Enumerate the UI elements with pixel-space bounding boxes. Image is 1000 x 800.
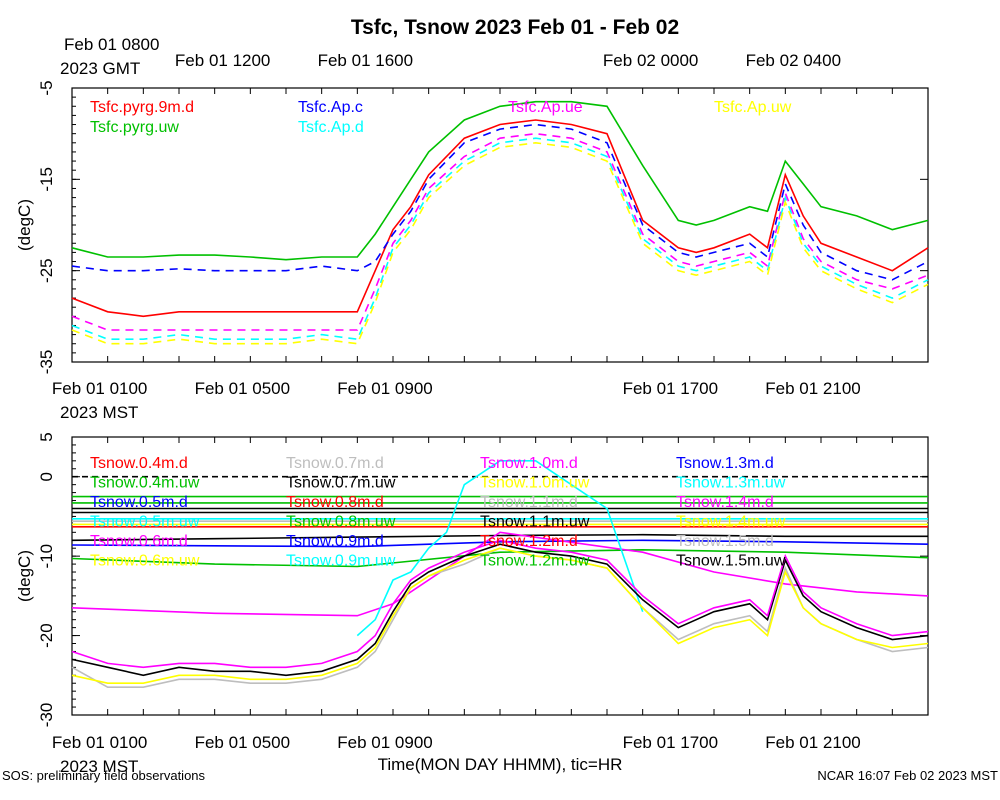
x-tick-label: Feb 01 0500 (195, 733, 290, 752)
legend-entry: Tsnow.0.8m.uw (286, 514, 396, 531)
mid-tz-label: 2023 MST (60, 403, 138, 422)
y-tick-label: -15 (37, 167, 56, 192)
bottom-tz-label: 2023 MST (60, 757, 138, 776)
top-tz-label: 2023 GMT (60, 59, 140, 78)
legend-entry: Tsnow.0.5m.d (90, 494, 188, 511)
legend-entry: Tsnow.1.1m.d (480, 494, 578, 511)
top-gmt-axis: Feb 01 0800 Feb 01 1200 Feb 01 1600 Feb 02 … (64, 35, 841, 70)
x-tick-label: Feb 01 1600 (318, 51, 413, 70)
legend-entry: Tsnow.0.6m.uw (90, 553, 200, 570)
legend-entry: Tsnow.0.4m.uw (90, 475, 200, 492)
x-tick-label: Feb 01 0900 (337, 379, 432, 398)
series-line (71, 531, 929, 617)
footer-left: SOS: preliminary field observations (2, 768, 206, 783)
legend-entry: Tsnow.1.2m.uw (480, 553, 590, 570)
y-axis-label: (degC) (15, 199, 34, 251)
x-tick-label: Feb 02 0400 (746, 51, 841, 70)
legend-entry: Tsnow.1.5m.d (676, 533, 774, 550)
y-tick-label: -5 (37, 80, 56, 95)
y-axis-label: (degC) (15, 550, 34, 602)
x-tick-label: Feb 02 0000 (603, 51, 698, 70)
series-line (71, 119, 929, 318)
x-tick-label: Feb 01 1700 (623, 379, 718, 398)
series-line (71, 137, 929, 341)
legend-entry: Tsnow.1.4m.d (676, 494, 774, 511)
series-line (71, 539, 929, 548)
series-line (71, 533, 928, 542)
legend-entry: Tsnow.1.1m.uw (480, 514, 590, 531)
series-line (71, 123, 929, 281)
y-tick-label: 5 (37, 432, 56, 441)
x-tick-label: Feb 01 1700 (623, 733, 718, 752)
x-axis-label: Time(MON DAY HHMM), tic=HR (378, 755, 623, 774)
tsnow-panel: -30 -20 -10 0 5 (degC) Tsnow.0.4m.d Tsnow.0.4m.… (15, 432, 929, 728)
series-line (71, 547, 929, 685)
legend-entry: Tsfc.Ap.uw (714, 99, 792, 116)
legend-entry: Tsfc.Ap.c (298, 99, 363, 116)
x-tick-label: Feb 01 2100 (765, 379, 860, 398)
legend-entry: Tsnow.1.3m.d (676, 455, 774, 472)
x-tick-label: Feb 01 0800 (64, 35, 159, 54)
mid-mst-axis: Feb 01 0100 Feb 01 0500 Feb 01 0900 Feb 01 … (52, 379, 861, 398)
y-tick-label: -30 (37, 703, 56, 728)
tsfc-panel: -35 -25 -15 -5 (degC) Tsfc.pyrg.9m.d Tsfc.pyrg… (15, 80, 929, 375)
y-tick-label: -20 (37, 623, 56, 648)
legend-entry: Tsnow.0.7m.d (286, 455, 384, 472)
y-tick-label: 0 (37, 472, 56, 481)
x-tick-label: Feb 01 0100 (52, 379, 147, 398)
x-tick-label: Feb 01 0100 (52, 733, 147, 752)
legend-entry: Tsnow.0.8m.d (286, 494, 384, 511)
legend-entry: Tsfc.Ap.ue (508, 99, 583, 116)
legend-entry: Tsnow.0.9m.uw (286, 553, 396, 570)
series-line (71, 548, 929, 568)
x-tick-label: Feb 01 0900 (337, 733, 432, 752)
legend-entry: Tsnow.0.4m.d (90, 455, 188, 472)
y-tick-label: -10 (37, 544, 56, 569)
legend-entry: Tsnow.1.0m.uw (480, 475, 590, 492)
bottom-mst-axis: Feb 01 0100 Feb 01 0500 Feb 01 0900 Feb 01 … (52, 733, 861, 752)
series-line (356, 459, 644, 637)
legend-entry: Tsnow.1.3m.uw (676, 475, 786, 492)
legend-entry: Tsnow.0.5m.uw (90, 514, 200, 531)
y-tick-label: -35 (37, 350, 56, 375)
legend-entry: Tsnow.1.0m.d (480, 455, 578, 472)
legend-entry: Tsnow.0.9m.d (286, 533, 384, 550)
x-tick-label: Feb 01 1200 (175, 51, 270, 70)
legend-entry: Tsnow.0.7m.uw (286, 475, 396, 492)
series-line (71, 539, 929, 669)
series-line (71, 100, 929, 261)
legend-entry: Tsfc.pyrg.uw (90, 119, 179, 136)
y-tick-label: -25 (37, 258, 56, 283)
chart-title: Tsfc, Tsnow 2023 Feb 01 - Feb 02 (351, 16, 679, 39)
legend-entry: Tsnow.1.4m.uw (676, 514, 786, 531)
footer-right: NCAR 16:07 Feb 02 2023 MST (817, 768, 998, 783)
legend-entry: Tsnow.0.6m.d (90, 533, 188, 550)
series-line (71, 543, 929, 677)
x-tick-label: Feb 01 2100 (765, 733, 860, 752)
legend-entry: Tsfc.pyrg.9m.d (90, 99, 194, 116)
series-line (71, 141, 929, 345)
legend-entry: Tsnow.1.5m.uw (676, 553, 786, 570)
legend-entry: Tsnow.1.2m.d (480, 533, 578, 550)
x-tick-label: Feb 01 0500 (195, 379, 290, 398)
series-line (71, 132, 929, 331)
legend-entry: Tsfc.Ap.d (298, 119, 364, 136)
